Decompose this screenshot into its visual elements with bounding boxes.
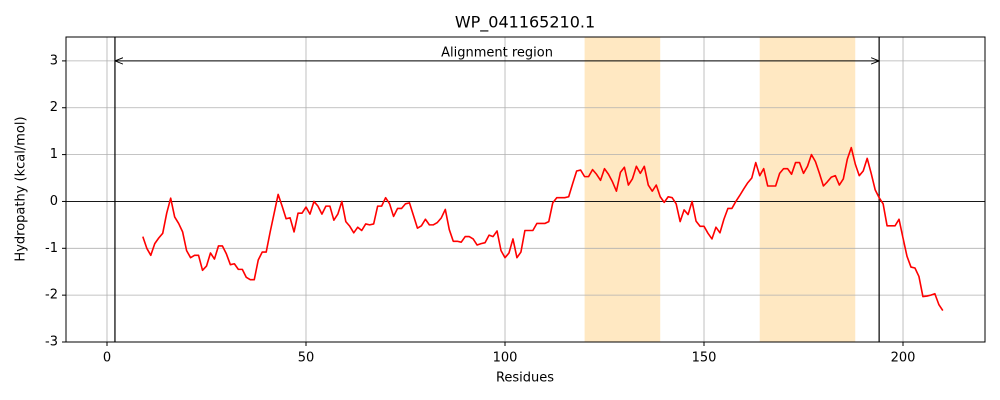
chart-title: WP_041165210.1 — [455, 13, 595, 33]
arrow-label: Alignment region — [441, 45, 553, 60]
x-tick-label: 50 — [298, 351, 315, 366]
y-tick-label: -3 — [45, 335, 58, 350]
highlight-span — [759, 37, 856, 342]
x-tick-label: 0 — [103, 351, 111, 366]
x-tick-label: 100 — [493, 351, 518, 366]
hydropathy-line — [142, 146, 944, 312]
y-tick-label: 0 — [50, 194, 58, 209]
y-tick-label: 1 — [50, 147, 58, 162]
x-tick-label: 200 — [891, 351, 916, 366]
y-tick-label: 3 — [50, 53, 58, 68]
y-tick-label: -2 — [45, 288, 58, 303]
y-axis-label: Hydropathy (kcal/mol) — [14, 116, 29, 261]
plot-frame — [65, 36, 986, 343]
y-tick-label: 2 — [50, 100, 58, 115]
plot-background — [66, 37, 985, 343]
x-axis-label: Residues — [496, 371, 554, 386]
y-tick-label: -1 — [45, 241, 58, 256]
x-tick-label: 150 — [692, 351, 717, 366]
highlight-span — [584, 37, 661, 342]
